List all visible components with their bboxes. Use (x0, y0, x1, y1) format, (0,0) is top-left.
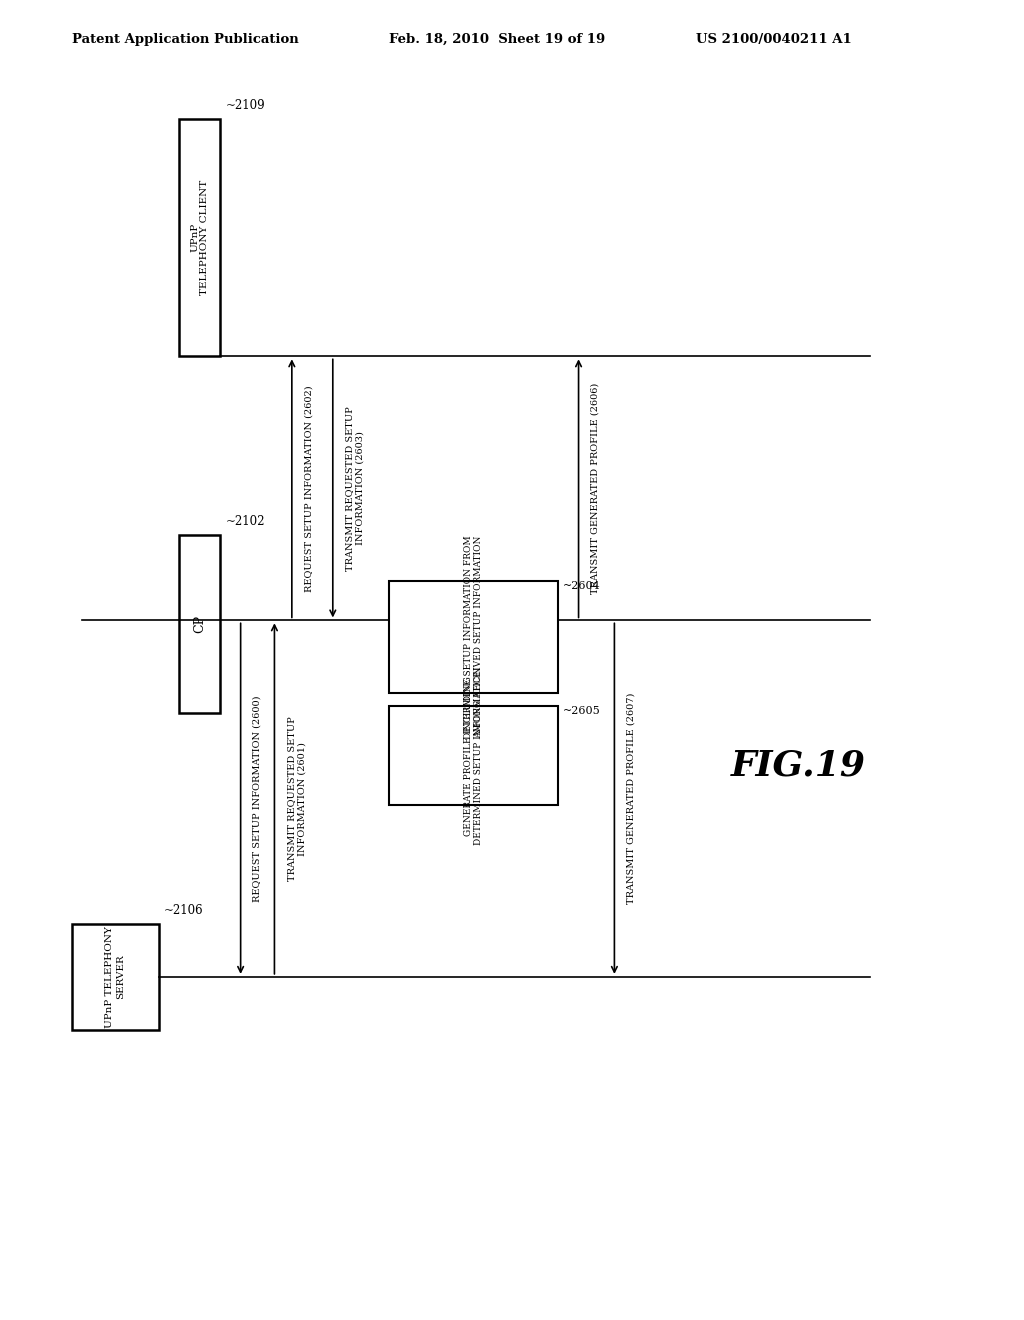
Text: GENERATE PROFILE INCLUDING
DETERMINED SETUP INFORMATION: GENERATE PROFILE INCLUDING DETERMINED SE… (464, 667, 483, 845)
Text: TRANSMIT REQUESTED SETUP
INFORMATION (2601): TRANSMIT REQUESTED SETUP INFORMATION (26… (287, 717, 306, 880)
Bar (179, 535, 220, 713)
Text: FIG.19: FIG.19 (731, 748, 866, 783)
Text: Feb. 18, 2010  Sheet 19 of 19: Feb. 18, 2010 Sheet 19 of 19 (389, 33, 605, 46)
Text: CP: CP (194, 615, 206, 632)
Bar (179, 119, 220, 356)
Text: TRANSMIT GENERATED PROFILE (2607): TRANSMIT GENERATED PROFILE (2607) (627, 693, 636, 904)
Text: REQUEST SETUP INFORMATION (2602): REQUEST SETUP INFORMATION (2602) (304, 385, 313, 591)
Text: DETERMINE SETUP INFORMATION FROM
AMONG RECEIVED SETUP INFORMATION: DETERMINE SETUP INFORMATION FROM AMONG R… (464, 535, 483, 739)
Text: ~2604: ~2604 (563, 581, 601, 591)
Bar (72, 924, 159, 1030)
Text: US 2100/0040211 A1: US 2100/0040211 A1 (696, 33, 852, 46)
Text: Patent Application Publication: Patent Application Publication (72, 33, 298, 46)
Text: ~2605: ~2605 (563, 706, 601, 717)
Bar (389, 706, 558, 805)
Text: TRANSMIT REQUESTED SETUP
INFORMATION (2603): TRANSMIT REQUESTED SETUP INFORMATION (26… (345, 407, 365, 570)
Text: TRANSMIT GENERATED PROFILE (2606): TRANSMIT GENERATED PROFILE (2606) (591, 383, 600, 594)
Text: ~2102: ~2102 (225, 515, 265, 528)
Text: ~2106: ~2106 (164, 904, 204, 917)
Bar (389, 581, 558, 693)
Text: UPnP TELEPHONY
SERVER: UPnP TELEPHONY SERVER (105, 925, 125, 1028)
Text: REQUEST SETUP INFORMATION (2600): REQUEST SETUP INFORMATION (2600) (253, 696, 262, 902)
Text: ~2109: ~2109 (225, 99, 265, 112)
Text: UPnP
TELEPHONY CLIENT: UPnP TELEPHONY CLIENT (190, 180, 209, 296)
